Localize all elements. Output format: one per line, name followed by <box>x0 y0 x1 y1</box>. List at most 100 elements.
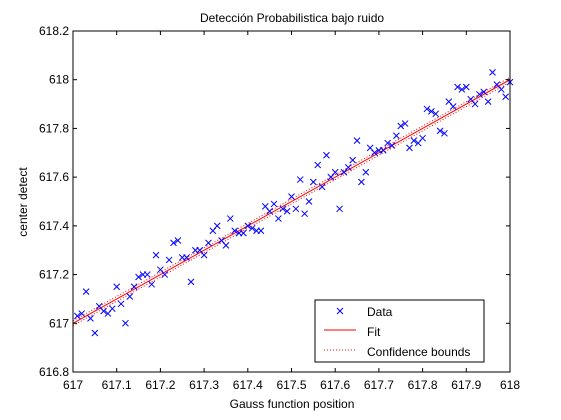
data-point <box>462 83 470 91</box>
data-point <box>314 161 322 169</box>
data-point <box>100 307 107 315</box>
y-tick-label: 617.2 <box>39 268 69 282</box>
data-point <box>91 329 99 337</box>
data-point <box>283 207 291 215</box>
data-point <box>449 103 457 110</box>
data-point <box>74 312 81 320</box>
legend-label-fit: Fit <box>367 325 381 339</box>
data-point <box>257 227 265 235</box>
data-point <box>161 271 169 278</box>
data-point <box>502 93 509 101</box>
data-point <box>213 222 221 230</box>
data-point <box>384 139 391 147</box>
data-point <box>410 137 418 144</box>
x-tick-label: 617.5 <box>276 378 306 392</box>
data-point <box>165 256 173 264</box>
data-point <box>143 271 151 278</box>
data-point <box>126 293 134 300</box>
data-point <box>205 239 212 247</box>
data-markers <box>74 69 514 337</box>
data-point <box>292 205 300 213</box>
data-point <box>187 278 195 286</box>
legend: Data Fit Confidence bounds <box>314 299 485 363</box>
y-tick-label: 617.4 <box>39 219 69 233</box>
data-point <box>323 151 330 159</box>
data-point <box>301 210 308 218</box>
data-point <box>244 222 252 230</box>
chart-title: Detección Probabilistica bajo ruido <box>200 11 384 25</box>
x-tick-label: 618 <box>500 378 520 392</box>
data-point <box>489 69 496 76</box>
data-point <box>122 319 129 327</box>
data-point <box>108 305 116 313</box>
data-point <box>441 129 448 137</box>
data-point <box>174 237 182 244</box>
data-point <box>288 193 295 200</box>
data-point <box>336 205 343 213</box>
data-point <box>130 283 138 291</box>
data-point <box>379 146 387 154</box>
x-tick-label: 617.3 <box>189 378 219 392</box>
data-point <box>117 300 125 308</box>
data-point <box>78 310 86 317</box>
data-point <box>113 283 121 291</box>
data-point <box>200 251 208 259</box>
data-point <box>419 134 426 142</box>
x-axis-title: Gauss function position <box>230 397 355 411</box>
x-tick-label: 617.7 <box>364 378 394 392</box>
legend-x-marker <box>336 307 344 315</box>
data-point <box>362 168 370 176</box>
data-point <box>231 227 239 235</box>
data-point <box>240 229 247 237</box>
data-point <box>87 315 94 322</box>
data-point <box>432 110 440 118</box>
y-tick-label: 616.8 <box>39 365 69 379</box>
legend-box <box>314 299 485 363</box>
legend-label-confidence: Confidence bounds <box>367 345 470 359</box>
data-point <box>248 224 256 232</box>
data-point <box>388 142 396 149</box>
data-point <box>344 164 352 171</box>
data-point <box>471 100 479 108</box>
y-tick-label: 618 <box>49 73 69 87</box>
data-point <box>148 280 156 288</box>
data-point <box>318 183 326 191</box>
data-point <box>222 241 230 249</box>
data-point <box>266 207 274 215</box>
y-tick-label: 617.6 <box>39 170 69 184</box>
axis-ticks: 617 617.1 617.2 617.3 617.4 617.5 617.6 617.7 61… <box>39 24 520 392</box>
y-axis-title: center detect <box>16 167 30 237</box>
data-point <box>480 88 488 96</box>
data-point <box>401 120 409 127</box>
data-point <box>349 156 357 164</box>
data-point <box>275 215 282 222</box>
data-point <box>270 200 278 208</box>
y-tick-label: 617.8 <box>39 121 69 135</box>
data-point <box>371 149 378 157</box>
legend-label-data: Data <box>367 305 393 319</box>
x-tick-label: 617.6 <box>320 378 350 392</box>
y-tick-label: 617 <box>49 316 69 330</box>
data-point <box>135 273 142 281</box>
data-point <box>406 144 413 152</box>
data-point <box>226 215 234 222</box>
data-point <box>458 86 466 93</box>
data-point <box>454 83 461 91</box>
data-point <box>183 254 190 261</box>
x-tick-label: 617.8 <box>408 378 438 392</box>
data-point <box>358 178 365 186</box>
data-point <box>427 108 435 115</box>
legend-marker-data <box>336 307 344 315</box>
data-point <box>82 288 90 295</box>
fit-layer <box>72 76 511 327</box>
data-point <box>397 122 405 130</box>
x-tick-label: 617.1 <box>102 378 132 392</box>
y-tick-label: 618.2 <box>39 24 69 38</box>
data-point <box>484 98 492 105</box>
data-point <box>279 205 287 213</box>
x-tick-label: 617.2 <box>145 378 175 392</box>
data-point <box>170 239 177 247</box>
data-point <box>331 168 339 176</box>
data-point <box>497 86 505 93</box>
